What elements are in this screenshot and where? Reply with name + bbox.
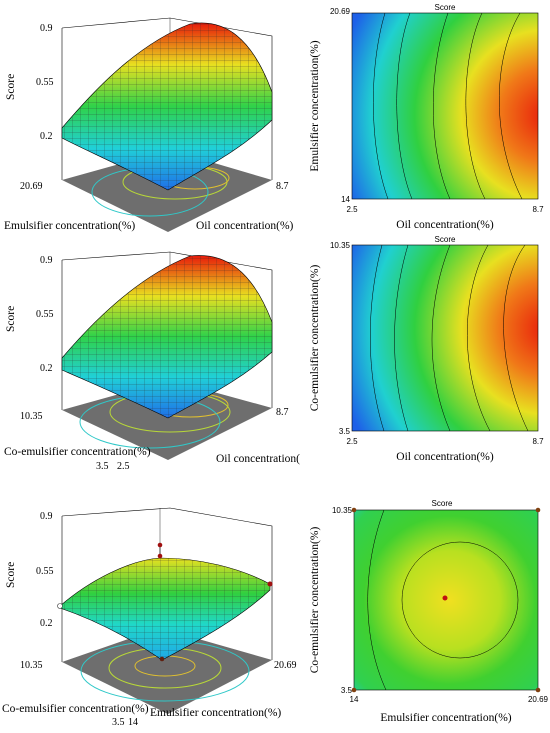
design-point bbox=[351, 507, 357, 513]
y-tick-bottom: 3.5 bbox=[339, 427, 351, 436]
x-tick-right: 8.7 bbox=[532, 205, 544, 214]
contour-title: Score bbox=[435, 235, 456, 244]
x-tick-left: 2.5 bbox=[346, 205, 358, 214]
y-axis-label: Co-emulsifier concentration(%) bbox=[309, 265, 321, 412]
design-point bbox=[535, 687, 541, 693]
z-tick-mid: 0.55 bbox=[36, 309, 54, 320]
x-axis-label: Oil concentration(%) bbox=[396, 451, 494, 463]
z-axis-label: Score bbox=[5, 562, 17, 588]
surface-plot-2: 0.9 0.55 0.2 Score 10.35 3.5 2.5 8.7 Co-… bbox=[0, 240, 314, 480]
z-tick-top: 0.9 bbox=[40, 255, 53, 266]
y-axis-label: Oil concentration(%) bbox=[196, 220, 294, 232]
x-axis-label: Oil concentration(%) bbox=[396, 219, 494, 231]
contour-title: Score bbox=[432, 499, 453, 508]
design-point bbox=[267, 581, 273, 587]
contour-plot-1: Score 20.69 14 2.5 8.7 Oil concentration… bbox=[300, 0, 550, 240]
design-point bbox=[157, 553, 163, 559]
x-axis-label: Co-emulsifier concentration(%) bbox=[4, 446, 151, 458]
design-point bbox=[159, 656, 165, 662]
surface-plot-1: 0.9 0.55 0.2 Score 20.69 8.7 Emulsifier … bbox=[0, 0, 300, 240]
z-tick-top: 0.9 bbox=[40, 511, 53, 522]
surface-plot-3-svg: 0.9 0.55 0.2 Score 10.35 3.5 14 20.69 Co… bbox=[2, 507, 297, 728]
x-tick-right: 20.69 bbox=[528, 695, 549, 704]
contour-area bbox=[351, 244, 539, 432]
y-tick-bottom: 3.5 bbox=[341, 686, 353, 695]
y-tick-left: 14 bbox=[128, 717, 138, 728]
x-axis-label: Co-emulsifier concentration(%) bbox=[2, 703, 149, 715]
z-axis-label: Score bbox=[5, 306, 17, 332]
x-tick-left: 14 bbox=[350, 695, 359, 704]
contour-plot-3: Score 10.35 3.5 14 20.69 Emulsifier conc… bbox=[300, 488, 550, 728]
contour-title: Score bbox=[435, 3, 456, 12]
x-tick-left: 2.5 bbox=[346, 437, 358, 446]
contour-plot-2: Score 10.35 3.5 2.5 8.7 Oil concentratio… bbox=[300, 235, 550, 475]
z-tick-bottom: 0.2 bbox=[40, 363, 53, 374]
x-axis-label: Emulsifier concentration(%) bbox=[4, 220, 135, 232]
y-tick-right: 8.7 bbox=[276, 407, 289, 418]
y-axis-label: Emulsifier concentration(%) bbox=[309, 40, 321, 171]
y-axis-label: Emulsifier concentration(%) bbox=[150, 707, 281, 719]
contour-plot-1-svg: Score 20.69 14 2.5 8.7 Oil concentration… bbox=[309, 3, 544, 231]
surface-plot-1-svg: 0.9 0.55 0.2 Score 20.69 8.7 Emulsifier … bbox=[4, 17, 294, 232]
contour-plot-2-svg: Score 10.35 3.5 2.5 8.7 Oil concentratio… bbox=[309, 235, 544, 463]
z-tick-bottom: 0.2 bbox=[40, 618, 53, 629]
design-point bbox=[351, 687, 357, 693]
x-tick: 20.69 bbox=[20, 181, 43, 192]
z-tick-top: 0.9 bbox=[40, 23, 53, 34]
surface-plot-3: 0.9 0.55 0.2 Score 10.35 3.5 14 20.69 Co… bbox=[0, 488, 300, 728]
x-tick-right: 8.7 bbox=[532, 437, 544, 446]
contour-plot-3-svg: Score 10.35 3.5 14 20.69 Emulsifier conc… bbox=[309, 499, 549, 724]
y-tick: 8.7 bbox=[276, 181, 289, 192]
design-point bbox=[57, 603, 63, 609]
surface-plot-2-svg: 0.9 0.55 0.2 Score 10.35 3.5 2.5 8.7 Co-… bbox=[4, 251, 314, 472]
y-axis-label: Co-emulsifier concentration(%) bbox=[309, 527, 321, 674]
z-tick-mid: 0.55 bbox=[36, 566, 54, 577]
design-point bbox=[442, 595, 448, 601]
y-tick-top: 20.69 bbox=[330, 7, 351, 16]
x-tick-top: 10.35 bbox=[20, 411, 43, 422]
y-tick-top: 10.35 bbox=[330, 241, 351, 250]
contour-area bbox=[351, 12, 539, 200]
y-tick-top: 10.35 bbox=[332, 506, 353, 515]
x-tick-bottom: 3.5 bbox=[112, 717, 125, 728]
surface-floor bbox=[62, 628, 272, 714]
design-point bbox=[535, 507, 541, 513]
y-tick-right: 20.69 bbox=[274, 660, 297, 671]
z-tick-bottom: 0.2 bbox=[40, 131, 53, 142]
y-axis-label: Oil concentration(%) bbox=[216, 453, 300, 465]
y-tick-left: 2.5 bbox=[117, 461, 130, 472]
z-tick-mid: 0.55 bbox=[36, 77, 54, 88]
x-tick-top: 10.35 bbox=[20, 660, 43, 671]
z-axis-label: Score bbox=[5, 74, 17, 100]
design-point bbox=[157, 542, 163, 548]
x-tick-bottom: 3.5 bbox=[96, 461, 109, 472]
y-tick-bottom: 14 bbox=[341, 195, 350, 204]
x-axis-label: Emulsifier concentration(%) bbox=[380, 712, 511, 724]
